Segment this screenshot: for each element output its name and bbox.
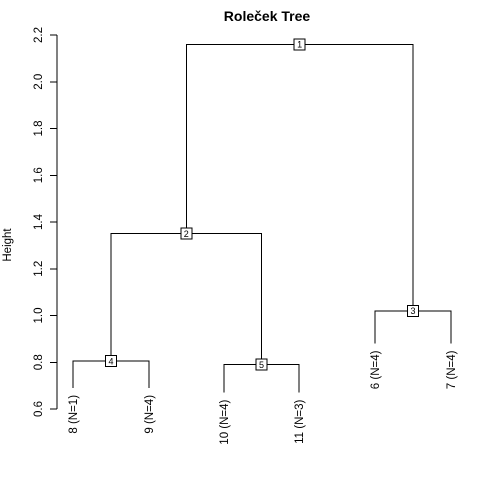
chart-title: Roleček Tree — [224, 8, 311, 24]
y-tick-label: 1.8 — [33, 121, 45, 137]
dendrogram-links — [72, 43, 452, 393]
leaf-label-10: 10 (N=4) — [219, 399, 231, 444]
y-axis: 0.6 0.8 1.0 1.2 1.4 1.6 1.8 2.0 2.2 — [33, 27, 58, 417]
y-tick-label: 2.0 — [33, 74, 45, 90]
y-tick-label: 0.8 — [33, 354, 45, 370]
y-tick-label: 2.2 — [33, 27, 45, 43]
leaf-label-6: 6 (N=4) — [370, 350, 382, 389]
leaf-label-7: 7 (N=4) — [446, 350, 458, 389]
leaf-label-8: 8 (N=1) — [68, 395, 80, 434]
node-box-4 — [105, 355, 117, 368]
y-tick-label: 0.6 — [33, 401, 45, 417]
dendrogram-nodes: 1 2 3 4 5 — [105, 38, 419, 371]
y-tick-label: 1.6 — [33, 167, 45, 183]
link-3-6 — [374, 310, 413, 344]
node-box-2 — [180, 227, 193, 240]
link-2-4 — [110, 233, 187, 362]
link-4-9 — [111, 360, 150, 388]
link-5-11 — [261, 364, 300, 393]
link-4-8 — [72, 360, 111, 388]
link-3-7 — [413, 310, 452, 344]
y-tick-label: 1.2 — [33, 261, 45, 277]
node-label-1: 1 — [297, 40, 302, 50]
y-axis-label: Height — [2, 228, 14, 262]
link-2-5 — [186, 233, 262, 365]
y-tick-label: 1.0 — [33, 308, 45, 324]
node-label-4: 4 — [108, 356, 113, 366]
dendrogram-leaf-labels: 8 (N=1) 9 (N=4) 10 (N=4) 11 (N=3) 6 (N=4) 7 (… — [68, 350, 458, 444]
y-tick-label: 1.4 — [33, 213, 45, 230]
node-box-5 — [255, 358, 268, 371]
node-label-3: 3 — [410, 306, 415, 316]
link-1-3 — [299, 43, 414, 311]
leaf-label-11: 11 (N=3) — [294, 399, 306, 443]
node-box-3 — [407, 304, 419, 317]
node-label-5: 5 — [259, 360, 264, 370]
node-box-1 — [293, 38, 306, 51]
leaf-label-9: 9 (N=4) — [144, 395, 156, 434]
node-label-2: 2 — [184, 229, 189, 239]
link-1-2 — [185, 43, 300, 234]
link-5-10 — [223, 364, 262, 393]
